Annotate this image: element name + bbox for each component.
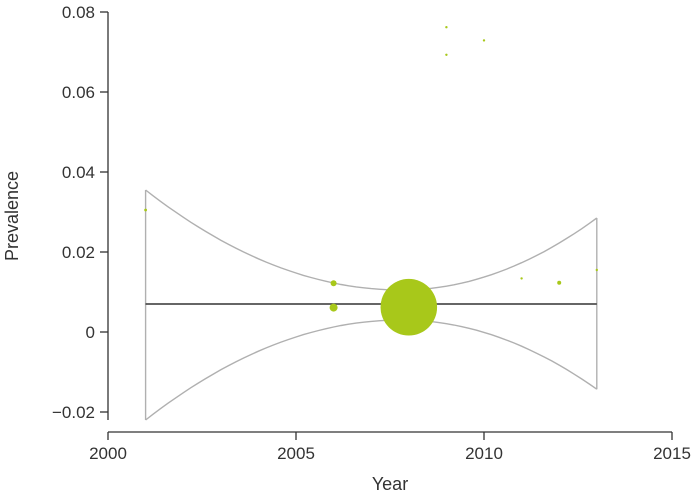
y-tick-label: 0.06: [62, 83, 95, 102]
x-tick-label: 2000: [89, 444, 127, 463]
x-tick-label: 2010: [465, 444, 503, 463]
data-point: [595, 268, 598, 272]
x-axis-title: Year: [372, 474, 408, 494]
data-point: [445, 53, 448, 56]
data-point: [445, 26, 448, 29]
axes: [107, 12, 672, 433]
y-tick-label: 0.02: [62, 243, 95, 262]
data-point: [557, 280, 562, 285]
data-point: [144, 208, 148, 212]
confidence-band: [144, 189, 598, 421]
data-point: [330, 280, 337, 287]
tick-marks: −0.02 0 0.02 0.04 0.06 0.08 2000 2005 2010 2015: [52, 3, 691, 463]
confidence-lower-bound: [145, 319, 598, 421]
y-tick-label: 0.04: [62, 163, 95, 182]
data-points: [144, 26, 598, 336]
x-tick-label: 2005: [277, 444, 315, 463]
data-point: [482, 39, 486, 42]
y-tick-label: 0: [86, 323, 95, 342]
data-point: [520, 277, 523, 280]
y-tick-label: −0.02: [52, 403, 95, 422]
data-point: [380, 278, 438, 336]
y-tick-label: 0.08: [62, 3, 95, 22]
confidence-upper-bound: [145, 189, 598, 291]
y-axis-title: Prevalence: [2, 171, 22, 261]
x-tick-label: 2015: [653, 444, 691, 463]
data-point: [329, 303, 338, 312]
